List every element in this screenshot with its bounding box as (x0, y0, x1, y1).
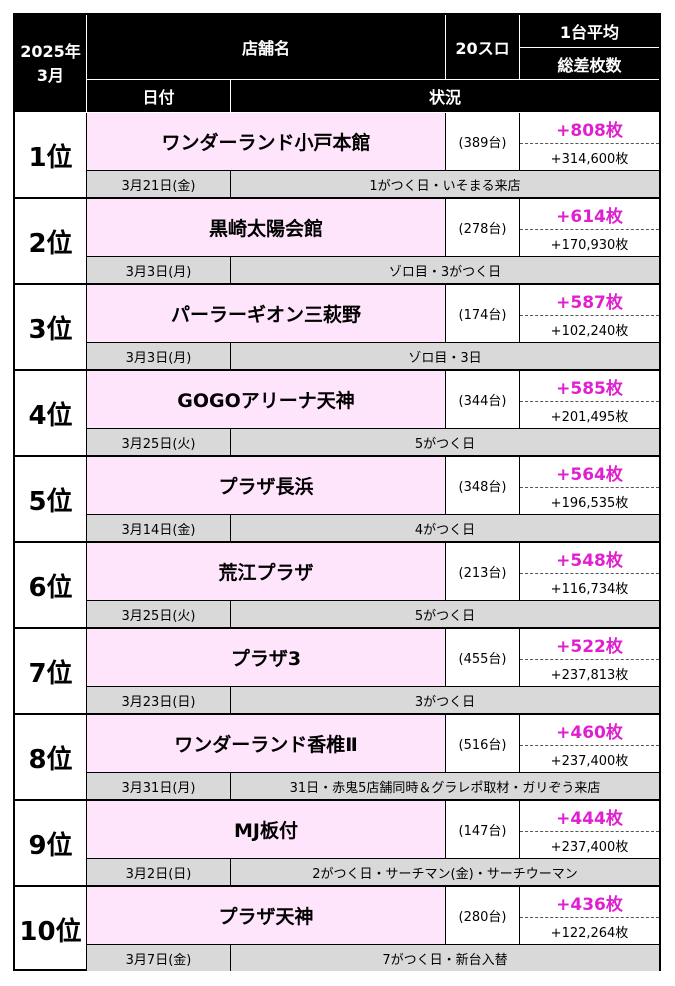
event-status: 2がつく日・サーチマン(金)・サーチウーマン (231, 859, 659, 885)
total-diff: +237,400枚 (550, 839, 629, 855)
store-name: プラザ長浜 (87, 457, 445, 514)
event-date: 3月3日(月) (87, 257, 230, 283)
header-status: 状況 (231, 80, 659, 112)
event-status: 4がつく日 (231, 515, 659, 541)
event-status: 3がつく日 (231, 687, 659, 713)
total-diff: +170,930枚 (550, 237, 629, 253)
rank-label: 3位 (28, 314, 73, 345)
total-diff: +314,600枚 (550, 151, 629, 167)
ranking-table: 2025年 3月 店舗名 20スロ 1台平均 総差枚数 日付 状況 1位 ワンダー… (13, 13, 661, 971)
avg-diff: +522枚 (556, 636, 623, 657)
event-status: 7がつく日・新台入替 (231, 945, 659, 971)
store-name: 荒江プラザ (87, 543, 445, 600)
machine-count: (455台) (458, 652, 507, 667)
rank-label: 9位 (28, 830, 73, 861)
total-diff: +237,813枚 (550, 667, 629, 683)
rank-label: 2位 (28, 228, 73, 259)
event-status: 31日・赤鬼5店舗同時＆グラレポ取材・ガリぞう来店 (231, 773, 659, 799)
header-month: 3月 (36, 65, 65, 85)
event-date: 3月3日(月) (87, 343, 230, 369)
ranking-row: 2位 黒崎太陽会館 (278台) +614枚 +170,930枚 3月3日(月) ゾロ目・3… (15, 199, 659, 285)
store-name: ワンダーランド小戸本館 (87, 113, 445, 170)
header-avg: 1台平均 (520, 15, 659, 47)
event-date: 3月23日(日) (87, 687, 230, 713)
avg-diff: +614枚 (556, 206, 623, 227)
machine-count: (213台) (458, 566, 507, 581)
machine-count: (344台) (458, 394, 507, 409)
store-name: プラザ3 (87, 629, 445, 686)
rank-label: 10位 (19, 916, 82, 947)
rank-label: 7位 (28, 658, 73, 689)
avg-diff: +564枚 (556, 464, 623, 485)
avg-diff: +548枚 (556, 550, 623, 571)
event-status: ゾロ目・3日 (231, 343, 659, 369)
ranking-row: 3位 パーラーギオン三萩野 (174台) +587枚 +102,240枚 3月3日(月) ゾ… (15, 285, 659, 371)
total-diff: +237,400枚 (550, 753, 629, 769)
avg-diff: +436枚 (556, 894, 623, 915)
ranking-row: 9位 MJ板付 (147台) +444枚 +237,400枚 3月2日(日) 2がつく日・サ… (15, 801, 659, 887)
header-store-name: 店舗名 (87, 15, 445, 79)
ranking-row: 7位 プラザ3 (455台) +522枚 +237,813枚 3月23日(日) 3がつく日 (15, 629, 659, 715)
store-name: MJ板付 (87, 801, 445, 858)
event-status: ゾロ目・3がつく日 (231, 257, 659, 283)
total-diff: +102,240枚 (550, 323, 629, 339)
total-diff: +201,495枚 (550, 409, 629, 425)
total-diff: +116,734枚 (550, 581, 629, 597)
rank-label: 1位 (28, 142, 73, 173)
avg-diff: +585枚 (556, 378, 623, 399)
header-total: 総差枚数 (520, 48, 659, 79)
machine-count: (147台) (458, 824, 507, 839)
machine-count: (389台) (458, 136, 507, 151)
header-category: 20スロ (446, 15, 519, 79)
event-date: 3月14日(金) (87, 515, 230, 541)
event-date: 3月7日(金) (87, 945, 230, 971)
event-date: 3月31日(月) (87, 773, 230, 799)
store-name: 黒崎太陽会館 (87, 199, 445, 256)
total-diff: +122,264枚 (550, 925, 629, 941)
header-date: 日付 (87, 80, 230, 112)
avg-diff: +587枚 (556, 292, 623, 313)
rank-label: 4位 (28, 400, 73, 431)
ranking-row: 1位 ワンダーランド小戸本館 (389台) +808枚 +314,600枚 3月21日(金… (15, 113, 659, 199)
ranking-row: 10位 プラザ天神 (280台) +436枚 +122,264枚 3月7日(金) 7がつく日… (15, 887, 659, 973)
event-status: 1がつく日・いそまる来店 (231, 171, 659, 197)
event-status: 5がつく日 (231, 601, 659, 627)
event-date: 3月2日(日) (87, 859, 230, 885)
machine-count: (348台) (458, 480, 507, 495)
ranking-row: 4位 GOGOアリーナ天神 (344台) +585枚 +201,495枚 3月25日(火)… (15, 371, 659, 457)
machine-count: (280台) (458, 910, 507, 925)
store-name: ワンダーランド香椎Ⅱ (87, 715, 445, 772)
ranking-row: 6位 荒江プラザ (213台) +548枚 +116,734枚 3月25日(火) 5がつく日 (15, 543, 659, 629)
event-date: 3月25日(火) (87, 601, 230, 627)
avg-diff: +460枚 (556, 722, 623, 743)
rank-label: 6位 (28, 572, 73, 603)
header-period: 2025年 3月 (15, 15, 86, 112)
ranking-row: 8位 ワンダーランド香椎Ⅱ (516台) +460枚 +237,400枚 3月31日(月)… (15, 715, 659, 801)
machine-count: (516台) (458, 738, 507, 753)
store-name: プラザ天神 (87, 887, 445, 944)
avg-diff: +808枚 (556, 120, 623, 141)
rank-label: 5位 (28, 486, 73, 517)
event-date: 3月21日(金) (87, 171, 230, 197)
rank-label: 8位 (28, 744, 73, 775)
total-diff: +196,535枚 (550, 495, 629, 511)
header-year: 2025年 (20, 41, 81, 61)
store-name: パーラーギオン三萩野 (87, 285, 445, 342)
ranking-row: 5位 プラザ長浜 (348台) +564枚 +196,535枚 3月14日(金) 4がつく日 (15, 457, 659, 543)
event-date: 3月25日(火) (87, 429, 230, 455)
store-name: GOGOアリーナ天神 (87, 371, 445, 428)
avg-diff: +444枚 (556, 808, 623, 829)
event-status: 5がつく日 (231, 429, 659, 455)
machine-count: (174台) (458, 308, 507, 323)
machine-count: (278台) (458, 222, 507, 237)
